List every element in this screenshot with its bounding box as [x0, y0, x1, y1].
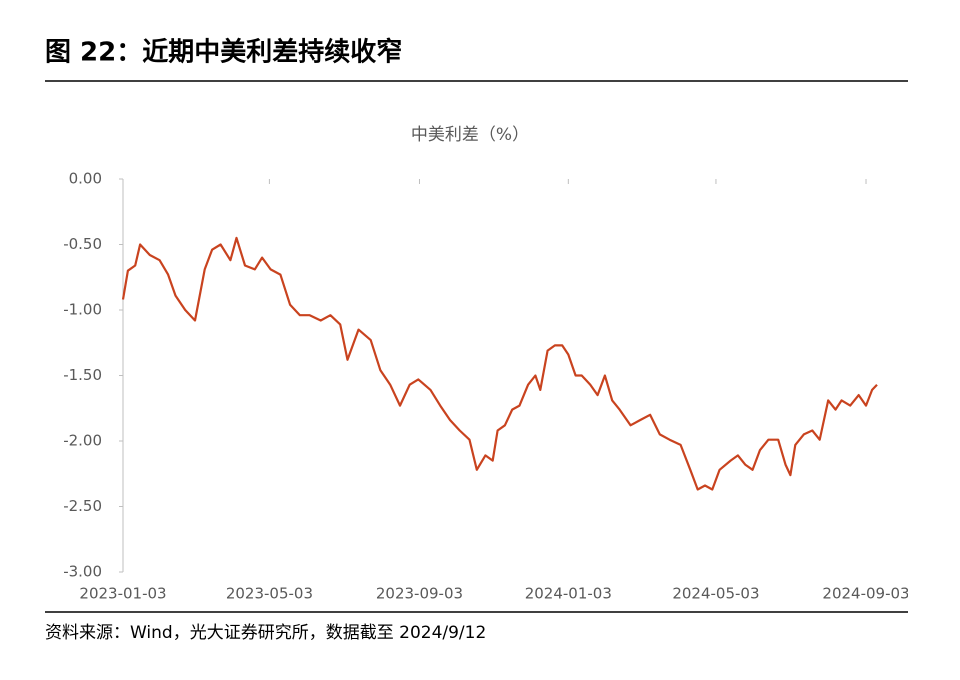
x-tick-label: 2023-09-03 — [376, 585, 463, 603]
y-tick-label: -2.00 — [63, 432, 102, 450]
y-tick-label: -1.00 — [63, 301, 102, 319]
y-tick-label: -3.00 — [63, 563, 102, 581]
x-tick-label: 2023-01-03 — [79, 585, 166, 603]
plot: 2023-01-03 2023-05-03 2023-09-03 2024-01-03… — [79, 179, 909, 603]
x-tick-label: 2024-05-03 — [672, 585, 759, 603]
x-tick-label: 2024-09-03 — [822, 585, 909, 603]
y-tick-label: 0.00 — [69, 170, 102, 188]
source-note: 资料来源：Wind，光大证券研究所，数据截至 2024/9/12 — [45, 623, 486, 643]
chart-title: 中美利差（%） — [411, 125, 529, 145]
y-tick-label: -2.50 — [63, 497, 102, 515]
y-tick-label: -0.50 — [63, 235, 102, 253]
y-tick-label: -1.50 — [63, 366, 102, 384]
data-line — [121, 236, 878, 491]
x-tick-label: 2024-01-03 — [525, 585, 612, 603]
figure-title: 图 22：近期中美利差持续收窄 — [45, 37, 402, 68]
x-tick-label: 2023-05-03 — [226, 585, 313, 603]
